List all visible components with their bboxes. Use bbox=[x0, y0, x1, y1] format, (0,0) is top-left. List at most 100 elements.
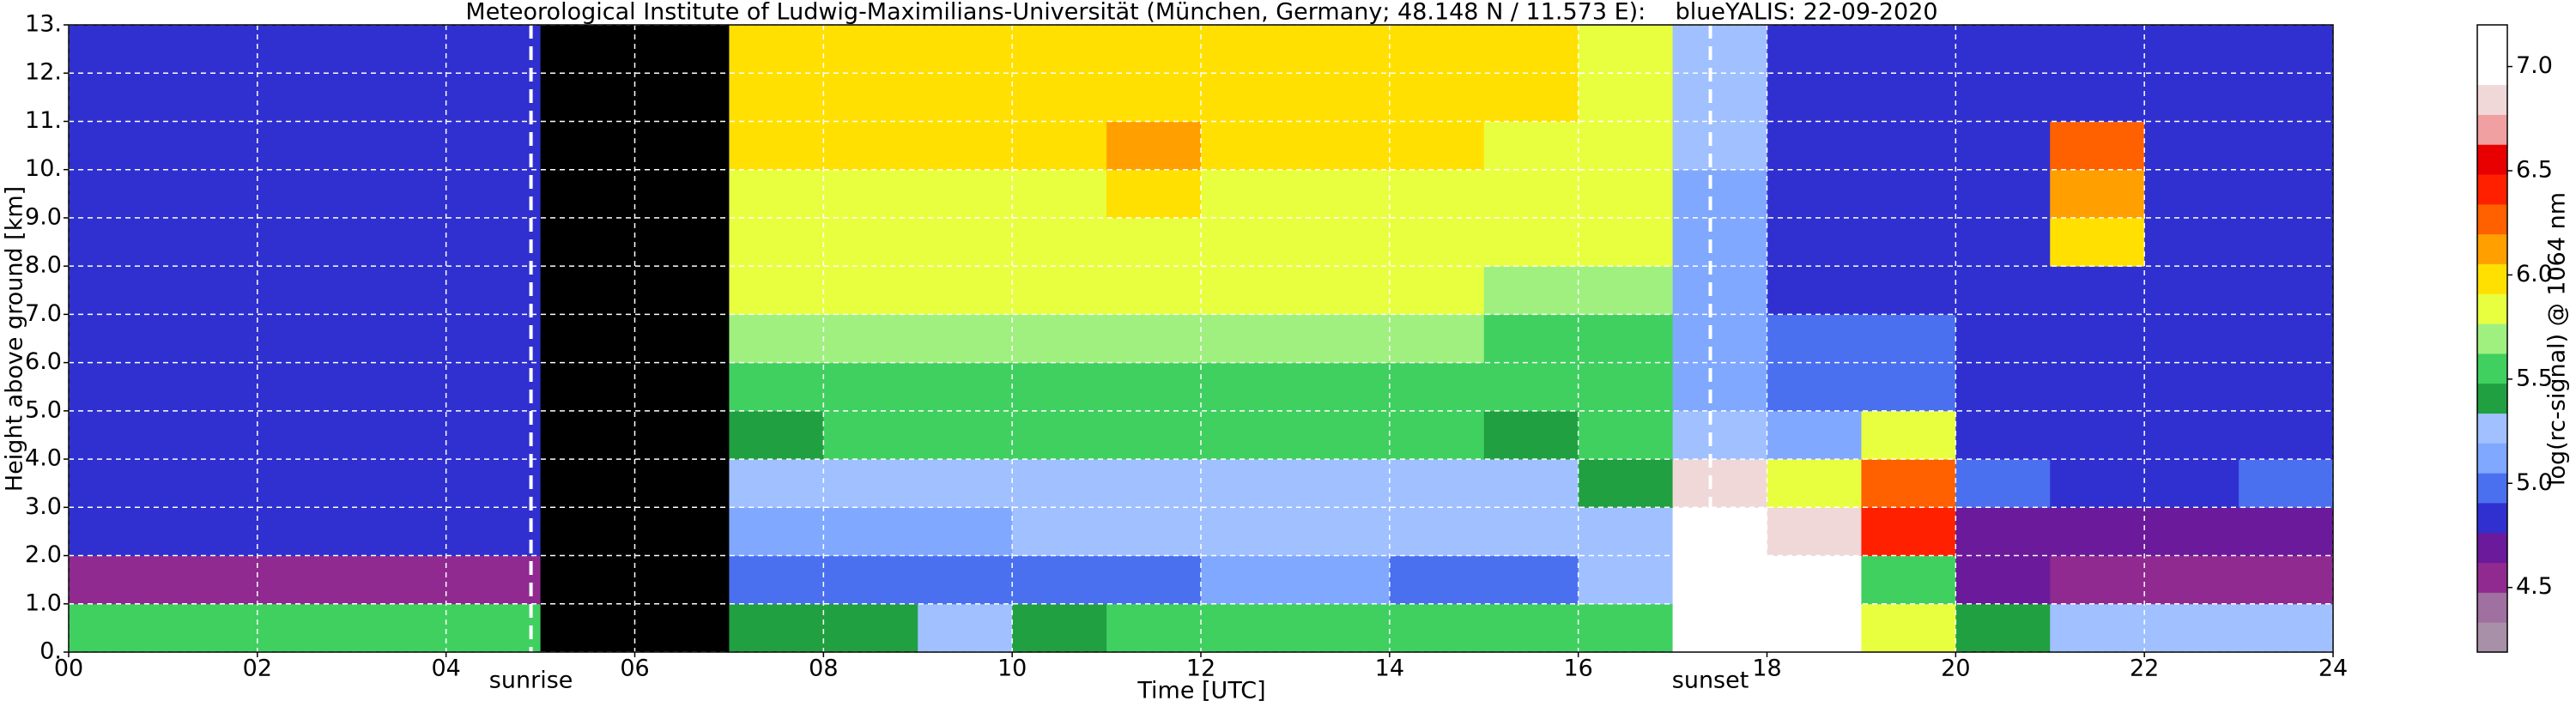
heatmap-cell bbox=[729, 314, 824, 364]
heatmap-cell bbox=[1389, 603, 1485, 653]
heatmap-cell bbox=[1955, 121, 2051, 171]
heatmap-cell bbox=[1201, 603, 1296, 653]
heatmap-cell bbox=[1294, 266, 1391, 315]
heatmap-cell bbox=[69, 217, 164, 267]
heatmap-cell bbox=[1672, 459, 1767, 508]
y-tick-label: 5.0 bbox=[25, 396, 62, 423]
heatmap-cell bbox=[1861, 507, 1956, 557]
heatmap-cell bbox=[1578, 603, 1674, 653]
heatmap-cell bbox=[351, 314, 447, 364]
colorbar-tick-label: 7.0 bbox=[2516, 52, 2553, 79]
no-data bbox=[540, 314, 635, 364]
heatmap-cell bbox=[445, 410, 542, 460]
heatmap-cell bbox=[1106, 507, 1202, 557]
y-tick-label: 1.0 bbox=[25, 589, 62, 616]
colorbar-segment bbox=[2477, 502, 2507, 534]
no-data bbox=[634, 314, 730, 364]
heatmap-cell bbox=[1955, 507, 2051, 557]
heatmap-cell bbox=[1578, 266, 1674, 315]
heatmap-cell bbox=[2050, 266, 2145, 315]
heatmap-cell bbox=[1389, 169, 1485, 219]
colorbar-segment bbox=[2477, 54, 2507, 86]
heatmap-cell bbox=[1294, 555, 1391, 605]
heatmap-cell bbox=[69, 555, 164, 605]
heatmap-cell bbox=[1483, 507, 1579, 557]
heatmap-cell bbox=[445, 266, 542, 315]
annotation-label: sunrise bbox=[489, 668, 573, 694]
heatmap-cell bbox=[1389, 73, 1485, 122]
colorbar-segment bbox=[2477, 413, 2507, 444]
heatmap-cell bbox=[823, 362, 918, 412]
heatmap-cell bbox=[729, 410, 824, 460]
heatmap-cell bbox=[1012, 314, 1107, 364]
heatmap-cell bbox=[1955, 410, 2051, 460]
heatmap-cell bbox=[918, 73, 1013, 122]
heatmap-cell bbox=[1483, 555, 1579, 605]
heatmap-cell bbox=[1106, 362, 1202, 412]
x-tick-label: 12 bbox=[1186, 656, 1215, 682]
heatmap-cell bbox=[445, 507, 542, 557]
heatmap-cell bbox=[162, 507, 258, 557]
heatmap-cell bbox=[1483, 362, 1579, 412]
heatmap-cell bbox=[69, 25, 164, 74]
colorbar-segment bbox=[2477, 84, 2507, 115]
heatmap-cell bbox=[1861, 266, 1956, 315]
annotation-label: sunset bbox=[1672, 668, 1749, 694]
heatmap-cell bbox=[445, 603, 542, 653]
heatmap-cell bbox=[1483, 25, 1579, 74]
heatmap-cell bbox=[257, 410, 353, 460]
heatmap-cell bbox=[918, 603, 1013, 653]
heatmap-cell bbox=[2144, 169, 2240, 219]
heatmap-cell bbox=[1012, 217, 1107, 267]
heatmap-cell bbox=[823, 25, 918, 74]
heatmap-cell bbox=[1106, 25, 1202, 74]
x-tick-label: 24 bbox=[2318, 656, 2348, 682]
heatmap-cell bbox=[1294, 603, 1391, 653]
heatmap-cell bbox=[1955, 169, 2051, 219]
heatmap-cell bbox=[257, 169, 353, 219]
chart-title: Meteorological Institute of Ludwig-Maxim… bbox=[465, 0, 1937, 26]
heatmap-cell bbox=[1672, 217, 1767, 267]
heatmap-cell bbox=[1672, 121, 1767, 171]
heatmap-cell bbox=[1106, 459, 1202, 508]
heatmap-cell bbox=[1201, 25, 1296, 74]
heatmap-cell bbox=[162, 459, 258, 508]
heatmap-cell bbox=[69, 459, 164, 508]
heatmap-cell bbox=[918, 266, 1013, 315]
colorbar-segment bbox=[2477, 383, 2507, 414]
heatmap-cell bbox=[1012, 555, 1107, 605]
heatmap-cell bbox=[1578, 507, 1674, 557]
heatmap-cell bbox=[1672, 266, 1767, 315]
colorbar-segment bbox=[2477, 144, 2507, 175]
heatmap-cell bbox=[1012, 25, 1107, 74]
heatmap-cell bbox=[1955, 459, 2051, 508]
heatmap-cell bbox=[729, 25, 824, 74]
heatmap-cell bbox=[1294, 73, 1391, 122]
no-data bbox=[540, 459, 635, 508]
no-data bbox=[634, 73, 730, 122]
heatmap-cell bbox=[69, 314, 164, 364]
heatmap-cell bbox=[1672, 25, 1767, 74]
heatmap-cell bbox=[1767, 73, 1862, 122]
heatmap-cell bbox=[1294, 507, 1391, 557]
heatmap-cell bbox=[1578, 314, 1674, 364]
no-data bbox=[540, 362, 635, 412]
heatmap-cell bbox=[1294, 217, 1391, 267]
heatmap-cell bbox=[1672, 314, 1767, 364]
heatmap-cell bbox=[351, 25, 447, 74]
heatmap-cell bbox=[1672, 73, 1767, 122]
heatmap-cell bbox=[1201, 217, 1296, 267]
heatmap-cell bbox=[69, 362, 164, 412]
heatmap-cell bbox=[1483, 121, 1579, 171]
heatmap-cell bbox=[445, 169, 542, 219]
heatmap-cell bbox=[918, 459, 1013, 508]
heatmap-cell bbox=[1483, 459, 1579, 508]
heatmap-cell bbox=[1483, 217, 1579, 267]
heatmap-cell bbox=[823, 266, 918, 315]
y-tick-label: 12. bbox=[25, 59, 62, 86]
x-tick-label: 14 bbox=[1375, 656, 1404, 682]
heatmap-cell bbox=[1955, 603, 2051, 653]
heatmap-cell bbox=[257, 121, 353, 171]
heatmap-cell bbox=[1201, 507, 1296, 557]
